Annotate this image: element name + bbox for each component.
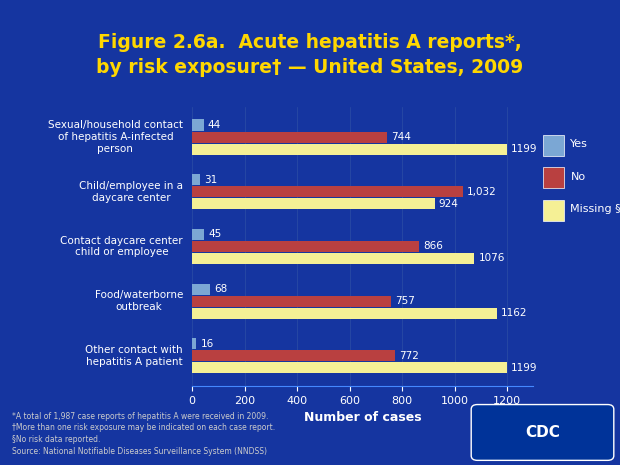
Text: 31: 31 (204, 175, 218, 185)
Bar (192, 308, 497, 319)
Bar (192, 132, 388, 143)
Text: *A total of 1,987 case reports of hepatitis A were received in 2009.
†More than : *A total of 1,987 case reports of hepati… (12, 412, 275, 456)
Bar (192, 241, 419, 252)
Text: 1162: 1162 (501, 308, 528, 318)
Text: 757: 757 (395, 296, 415, 306)
Text: Child/employee in a
daycare center: Child/employee in a daycare center (79, 181, 183, 203)
Text: 68: 68 (214, 284, 227, 294)
Text: Food/waterborne
outbreak: Food/waterborne outbreak (94, 290, 183, 312)
Bar (192, 296, 391, 307)
Text: No: No (570, 172, 585, 182)
X-axis label: Number of cases: Number of cases (304, 411, 422, 424)
Bar (192, 284, 210, 295)
FancyBboxPatch shape (471, 405, 614, 460)
Bar (192, 120, 204, 131)
Text: 1,032: 1,032 (467, 187, 497, 197)
Text: 1076: 1076 (479, 253, 505, 264)
Text: Sexual/household contact
of hepatitis A-infected
person: Sexual/household contact of hepatitis A-… (48, 120, 183, 153)
Bar (192, 186, 463, 197)
Text: 772: 772 (399, 351, 419, 361)
Text: 1199: 1199 (511, 144, 537, 154)
Bar (192, 253, 474, 264)
Text: CDC: CDC (525, 425, 560, 440)
Text: Figure 2.6a.  Acute hepatitis A reports*,
by risk exposure† — United States, 200: Figure 2.6a. Acute hepatitis A reports*,… (96, 33, 524, 77)
Bar (192, 350, 395, 361)
Bar (192, 198, 435, 209)
Text: 45: 45 (208, 229, 221, 239)
FancyBboxPatch shape (542, 200, 564, 221)
Text: 1199: 1199 (511, 363, 537, 373)
Text: 866: 866 (423, 241, 443, 252)
Bar (192, 339, 197, 349)
FancyBboxPatch shape (542, 135, 564, 156)
Text: 16: 16 (200, 339, 213, 349)
Text: Contact daycare center
child or employee: Contact daycare center child or employee (60, 236, 183, 257)
Bar (192, 229, 204, 240)
Text: Missing §: Missing § (570, 204, 620, 214)
Text: 44: 44 (208, 120, 221, 130)
Text: 744: 744 (391, 132, 411, 142)
Bar (192, 144, 507, 154)
Text: 924: 924 (438, 199, 458, 209)
Text: Yes: Yes (570, 139, 588, 149)
Bar (192, 362, 507, 373)
FancyBboxPatch shape (542, 167, 564, 188)
Bar (192, 174, 200, 185)
Text: Other contact with
hepatitis A patient: Other contact with hepatitis A patient (86, 345, 183, 367)
